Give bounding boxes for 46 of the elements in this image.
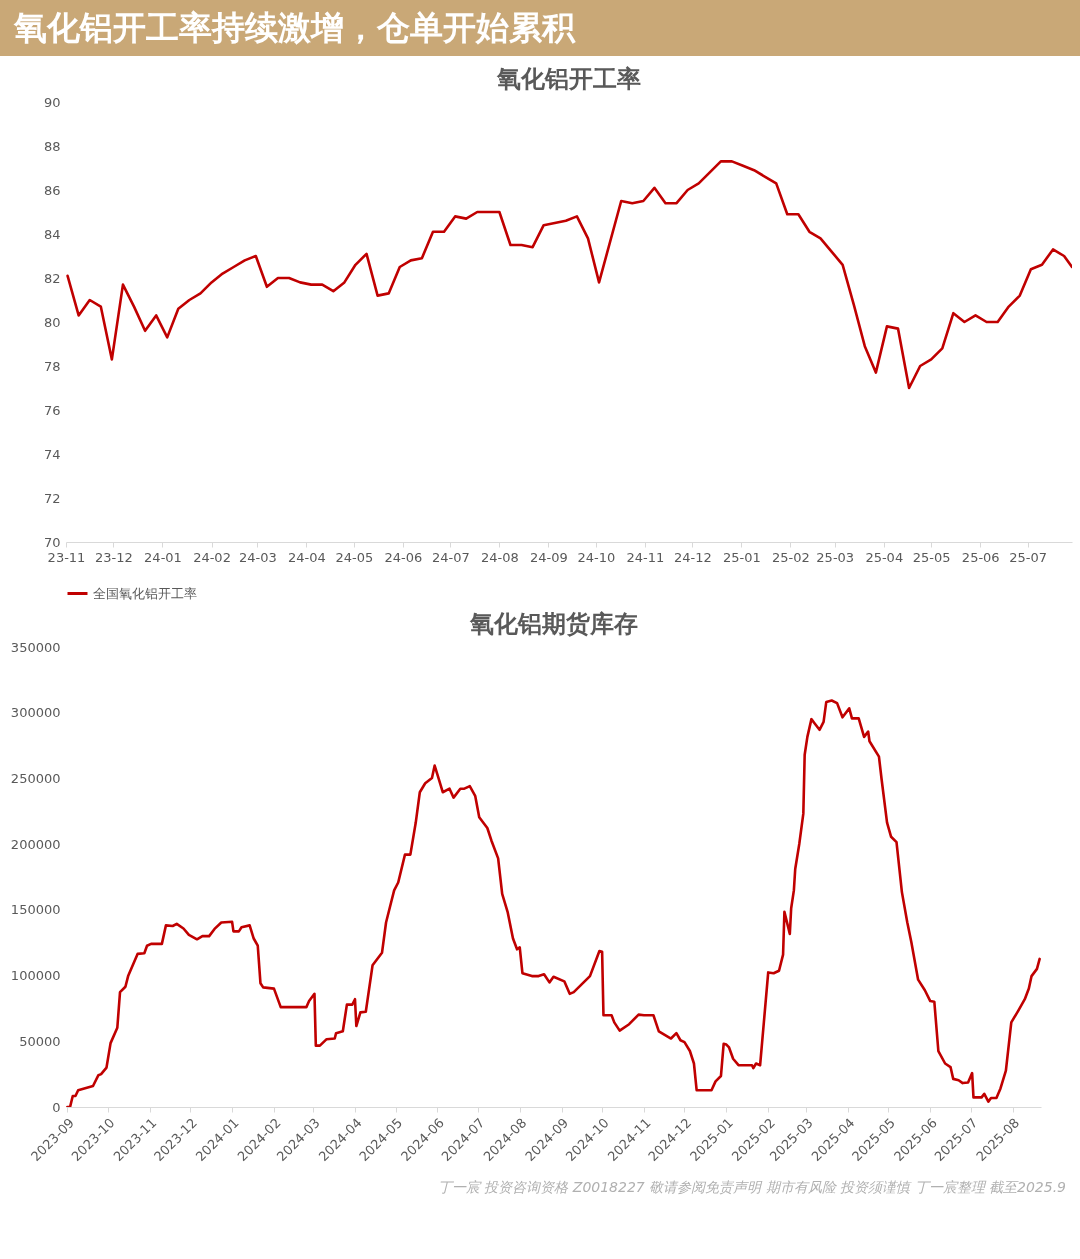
x-tick-label: 24-08	[481, 549, 519, 565]
x-tick-label: 24-05	[335, 549, 374, 565]
y-tick-label: 70	[43, 534, 61, 550]
y-tick-label: 78	[43, 358, 61, 374]
x-tick-label: 24-12	[673, 549, 712, 565]
x-tick-label: 24-03	[239, 549, 277, 565]
y-tick-label: 74	[43, 446, 61, 462]
y-tick-label: 80	[43, 314, 61, 330]
x-tick-label: 25-06	[961, 549, 1000, 565]
x-tick-label: 25-05	[912, 549, 951, 565]
x-tick-label: 24-09	[530, 549, 568, 565]
text: 丁一宸 投资咨询资格 Z0018227 敬请参阅免责声明 期市有风险 投资须谨慎 丁一宸整理 截至2025.9	[437, 1179, 1067, 1195]
x-tick-label: 24-07	[431, 549, 470, 565]
x-tick-label: 23-12	[95, 549, 133, 565]
x-tick-label: 24-04	[288, 549, 326, 565]
x-tick-label: 23-11	[47, 549, 86, 565]
y-tick-label: 86	[43, 182, 61, 198]
x-tick-label: 25-02	[772, 549, 810, 565]
y-tick-label: 84	[43, 226, 61, 242]
y-tick-label: 72	[43, 490, 61, 506]
y-tick-label: 0	[52, 1099, 61, 1115]
y-tick-label: 76	[43, 402, 61, 418]
y-tick-label: 300000	[10, 705, 61, 721]
x-tick-label: 24-10	[577, 549, 616, 565]
chart-title: 氧化铝开工率	[496, 65, 641, 93]
y-tick-label: 350000	[10, 639, 61, 655]
legend-label: 全国氧化铝开工率	[93, 585, 197, 601]
x-tick-label: 25-04	[865, 549, 904, 565]
y-tick-label: 200000	[10, 836, 61, 852]
chart-title: 氧化铝期货库存	[468, 610, 638, 638]
x-tick-label: 24-02	[193, 549, 231, 565]
y-tick-label: 50000	[19, 1033, 61, 1049]
x-tick-label: 25-03	[816, 549, 855, 565]
text: 氧化铝开工率持续激增，仓单开始累积	[13, 8, 576, 47]
y-tick-label: 88	[43, 138, 61, 154]
line-series	[66, 160, 1072, 390]
y-tick-label: 82	[43, 270, 61, 286]
x-tick-label: 24-11	[626, 549, 665, 565]
y-tick-label: 100000	[10, 968, 61, 984]
x-tick-label: 25-07	[1009, 549, 1048, 565]
x-tick-label: 24-06	[384, 549, 423, 565]
y-tick-label: 90	[43, 94, 61, 110]
y-tick-label: 150000	[10, 902, 61, 918]
x-tick-label: 24-01	[144, 549, 182, 565]
y-tick-label: 250000	[10, 770, 61, 786]
x-tick-label: 25-01	[723, 549, 761, 565]
